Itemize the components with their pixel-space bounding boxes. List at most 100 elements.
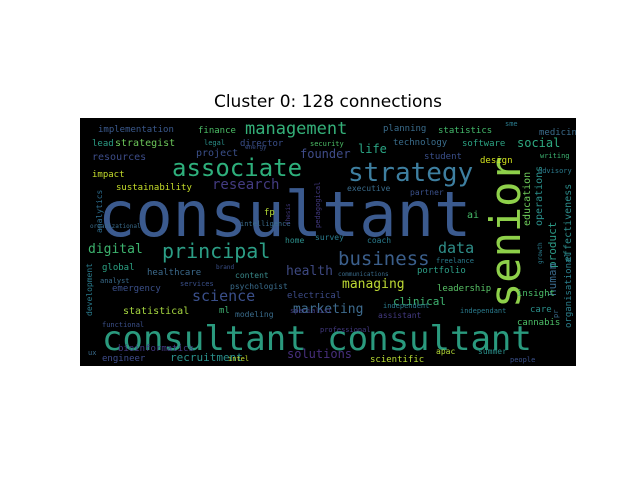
word-partner: partner bbox=[410, 188, 444, 197]
word-energy: energy bbox=[245, 144, 267, 151]
word-student: student bbox=[424, 152, 462, 162]
word-brand: brand bbox=[216, 264, 234, 271]
word-medicine: medicine bbox=[539, 128, 576, 138]
word-cloud: consultant consultant consultant senior str… bbox=[80, 118, 576, 366]
word-data: data bbox=[438, 239, 474, 257]
word-resources: resources bbox=[92, 152, 146, 163]
word-freelance: freelance bbox=[436, 257, 474, 265]
word-care: care bbox=[530, 305, 552, 315]
word-sustainability: sustainability bbox=[116, 183, 192, 193]
word-cannabis: cannabis bbox=[517, 318, 560, 328]
word-digital: digital bbox=[88, 242, 143, 257]
chart-title: Cluster 0: 128 connections bbox=[213, 92, 443, 112]
word-emergency: emergency bbox=[112, 284, 161, 294]
word-health: health bbox=[286, 264, 333, 279]
word-recruitment: recruitment bbox=[170, 351, 243, 364]
word-ai: ai bbox=[467, 210, 479, 221]
word-specialist: specialist bbox=[290, 307, 332, 315]
word-healthcare: healthcare bbox=[147, 268, 201, 278]
word-insight: insight bbox=[517, 289, 555, 299]
word-communications: communications bbox=[338, 271, 389, 278]
word-consultant-consultant: consultant consultant bbox=[102, 319, 532, 359]
word-growth: growth bbox=[537, 242, 544, 264]
word-lead: lead bbox=[92, 139, 114, 149]
word-summer: summer bbox=[478, 347, 507, 356]
word-analytics: analytics bbox=[95, 189, 104, 233]
word-impact: impact bbox=[92, 170, 125, 180]
word-senior: senior bbox=[481, 156, 530, 308]
word-science: science bbox=[192, 287, 255, 305]
word-social: social bbox=[517, 136, 560, 150]
word-cloud-words: consultant consultant consultant senior str… bbox=[85, 119, 576, 365]
word-people: people bbox=[510, 356, 535, 364]
word-fp: fp bbox=[264, 208, 275, 218]
word-software: software bbox=[462, 139, 505, 149]
word-consultant: consultant bbox=[98, 178, 471, 251]
word-marketing: marketing bbox=[293, 302, 363, 317]
word-technology: technology bbox=[393, 138, 448, 148]
word-cloud-background bbox=[80, 118, 576, 366]
word-survey: survey bbox=[315, 233, 344, 242]
word-ml: ml bbox=[219, 306, 230, 316]
word-security: security bbox=[310, 140, 344, 148]
word-pr: pr bbox=[552, 310, 560, 318]
word-independant: independant bbox=[460, 307, 506, 315]
word-assistant: assistant bbox=[378, 311, 422, 320]
word-managing: managing bbox=[342, 277, 405, 292]
word-intel: intel bbox=[228, 355, 249, 363]
word-principal: principal bbox=[162, 239, 270, 263]
word-sme: sme bbox=[505, 120, 518, 128]
word-implementation: implementation bbox=[98, 125, 174, 135]
word-research: research bbox=[212, 177, 279, 193]
word-founder: founder bbox=[300, 147, 351, 161]
word-functional: functional bbox=[102, 321, 144, 329]
word-solutions: solutions bbox=[287, 347, 352, 361]
word-psychologist: psychologist bbox=[230, 282, 288, 291]
word-director: director bbox=[240, 139, 284, 149]
word-strategist: strategist bbox=[115, 138, 175, 149]
word-ux: ux bbox=[88, 349, 96, 357]
word-electrical: electrical bbox=[287, 291, 341, 301]
word-content: content bbox=[235, 271, 269, 280]
word-planning: planning bbox=[383, 124, 426, 134]
word-portfolio: portfolio bbox=[417, 266, 466, 276]
word-project: project bbox=[196, 148, 238, 159]
word-statistics: statistics bbox=[438, 126, 492, 136]
word-global: global bbox=[102, 263, 135, 273]
word-services: services bbox=[180, 280, 214, 288]
word-modeling: modeling bbox=[235, 310, 274, 319]
word-coach: coach bbox=[367, 236, 391, 245]
word-scientific: scientific bbox=[370, 355, 424, 365]
word-design: design bbox=[480, 156, 513, 166]
word-pedagogical: pedagogical bbox=[314, 182, 322, 228]
word-effectiveness: effectiveness bbox=[563, 184, 574, 262]
word-independent: independent bbox=[383, 302, 429, 310]
word-business: business bbox=[338, 248, 430, 270]
word-development: development bbox=[85, 263, 94, 316]
word-legal: legal bbox=[204, 139, 225, 147]
word-advisory: advisory bbox=[538, 167, 572, 175]
word-intelligence: intelligence bbox=[240, 220, 291, 228]
word-executive: executive bbox=[347, 184, 391, 193]
word-strategy: strategy bbox=[348, 158, 473, 188]
word-organisational: organisational bbox=[564, 252, 574, 328]
word-analyst: analyst bbox=[100, 277, 130, 285]
word-education: education bbox=[522, 172, 533, 226]
word-professional: professional bbox=[320, 326, 371, 334]
word-apac: apac bbox=[436, 347, 455, 356]
word-clinical: clinical bbox=[393, 295, 446, 308]
word-finance: finance bbox=[198, 126, 236, 136]
word-associate: associate bbox=[172, 154, 302, 182]
word-bioinformatics: bioinformatics bbox=[118, 344, 194, 354]
word-statistical: statistical bbox=[123, 306, 189, 317]
word-organizational: organizational bbox=[90, 223, 141, 230]
word-engineer: engineer bbox=[102, 354, 146, 364]
word-writing: writing bbox=[540, 152, 570, 160]
word-product: product bbox=[546, 222, 559, 268]
word-operations: operations bbox=[534, 166, 545, 226]
word-home: home bbox=[285, 236, 304, 245]
word-thesis: thesis bbox=[285, 203, 292, 225]
word-management: management bbox=[245, 119, 347, 139]
word-leadership: leadership bbox=[437, 284, 491, 294]
word-life: life bbox=[358, 142, 387, 156]
